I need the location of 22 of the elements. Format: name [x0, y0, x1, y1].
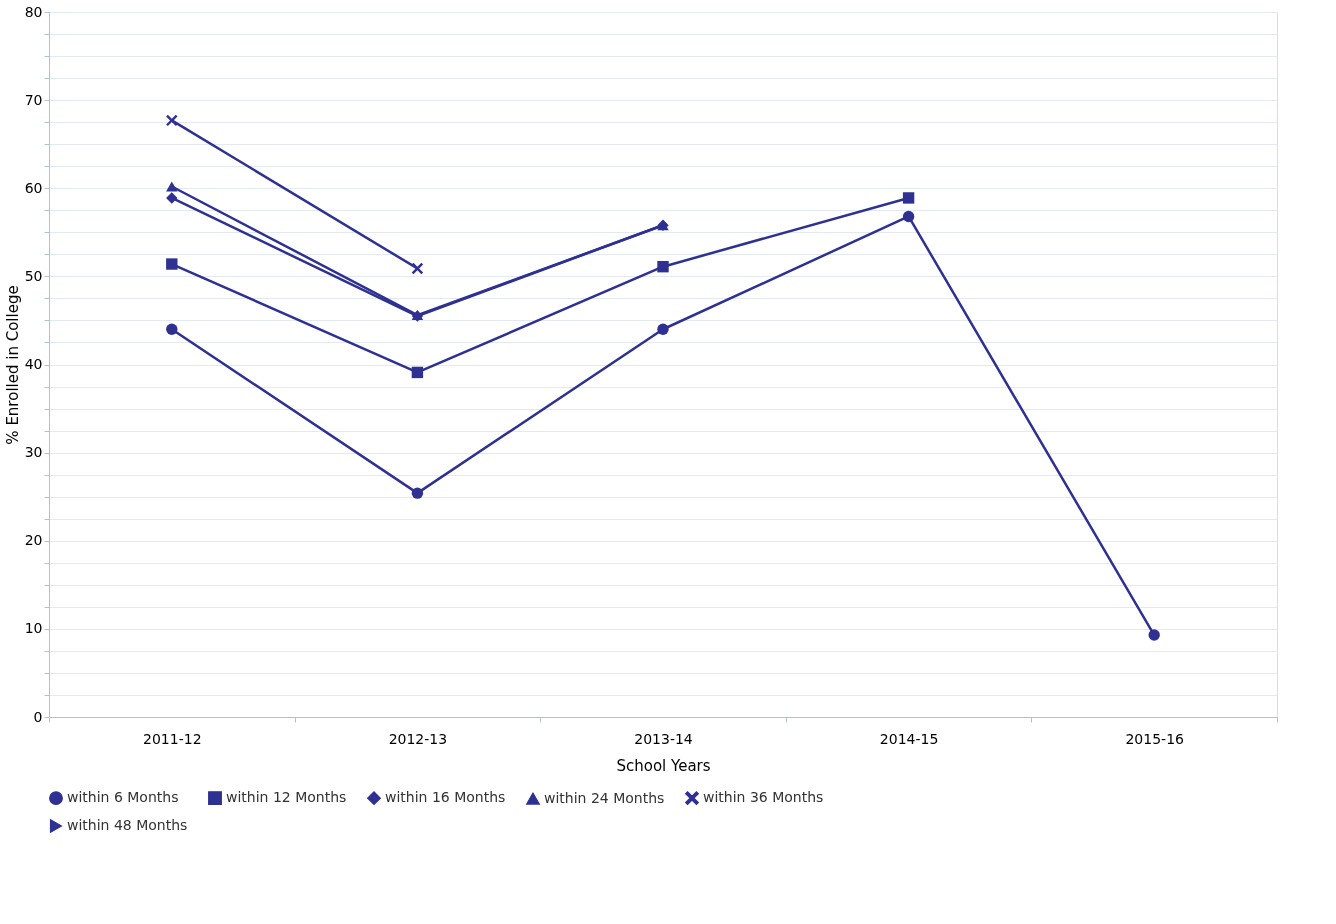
x-tick-label: 2015-16: [1125, 730, 1185, 747]
y-tick-label: 60: [24, 179, 43, 196]
y-tick-label: 0: [33, 708, 43, 725]
x-tick-label: 2014-15: [879, 730, 939, 747]
y-axis-title: % Enrolled in College: [3, 285, 22, 445]
y-tick-label: 10: [24, 620, 43, 637]
x-tick-label: 2013-14: [634, 730, 693, 747]
x-tick-label: 2011-12: [143, 730, 202, 747]
x-axis-title: School Years: [616, 756, 711, 775]
y-tick-label: 70: [24, 91, 43, 108]
y-tick-label: 40: [24, 356, 43, 372]
legend-label: within 48 Months: [67, 817, 188, 833]
y-tick-label: 50: [24, 267, 43, 284]
y-tick-label: 30: [24, 444, 43, 461]
legend-label: within 6 Months: [67, 789, 179, 806]
y-tick-label: 80: [24, 3, 43, 20]
y-tick-label: 20: [24, 532, 43, 549]
legend-label: within 12 Months: [226, 789, 347, 806]
legend-label: within 36 Months: [703, 789, 824, 806]
legend-label: within 24 Months: [544, 789, 665, 806]
legend-label: within 16 Months: [385, 789, 506, 806]
x-tick-label: 2012-13: [388, 730, 448, 747]
